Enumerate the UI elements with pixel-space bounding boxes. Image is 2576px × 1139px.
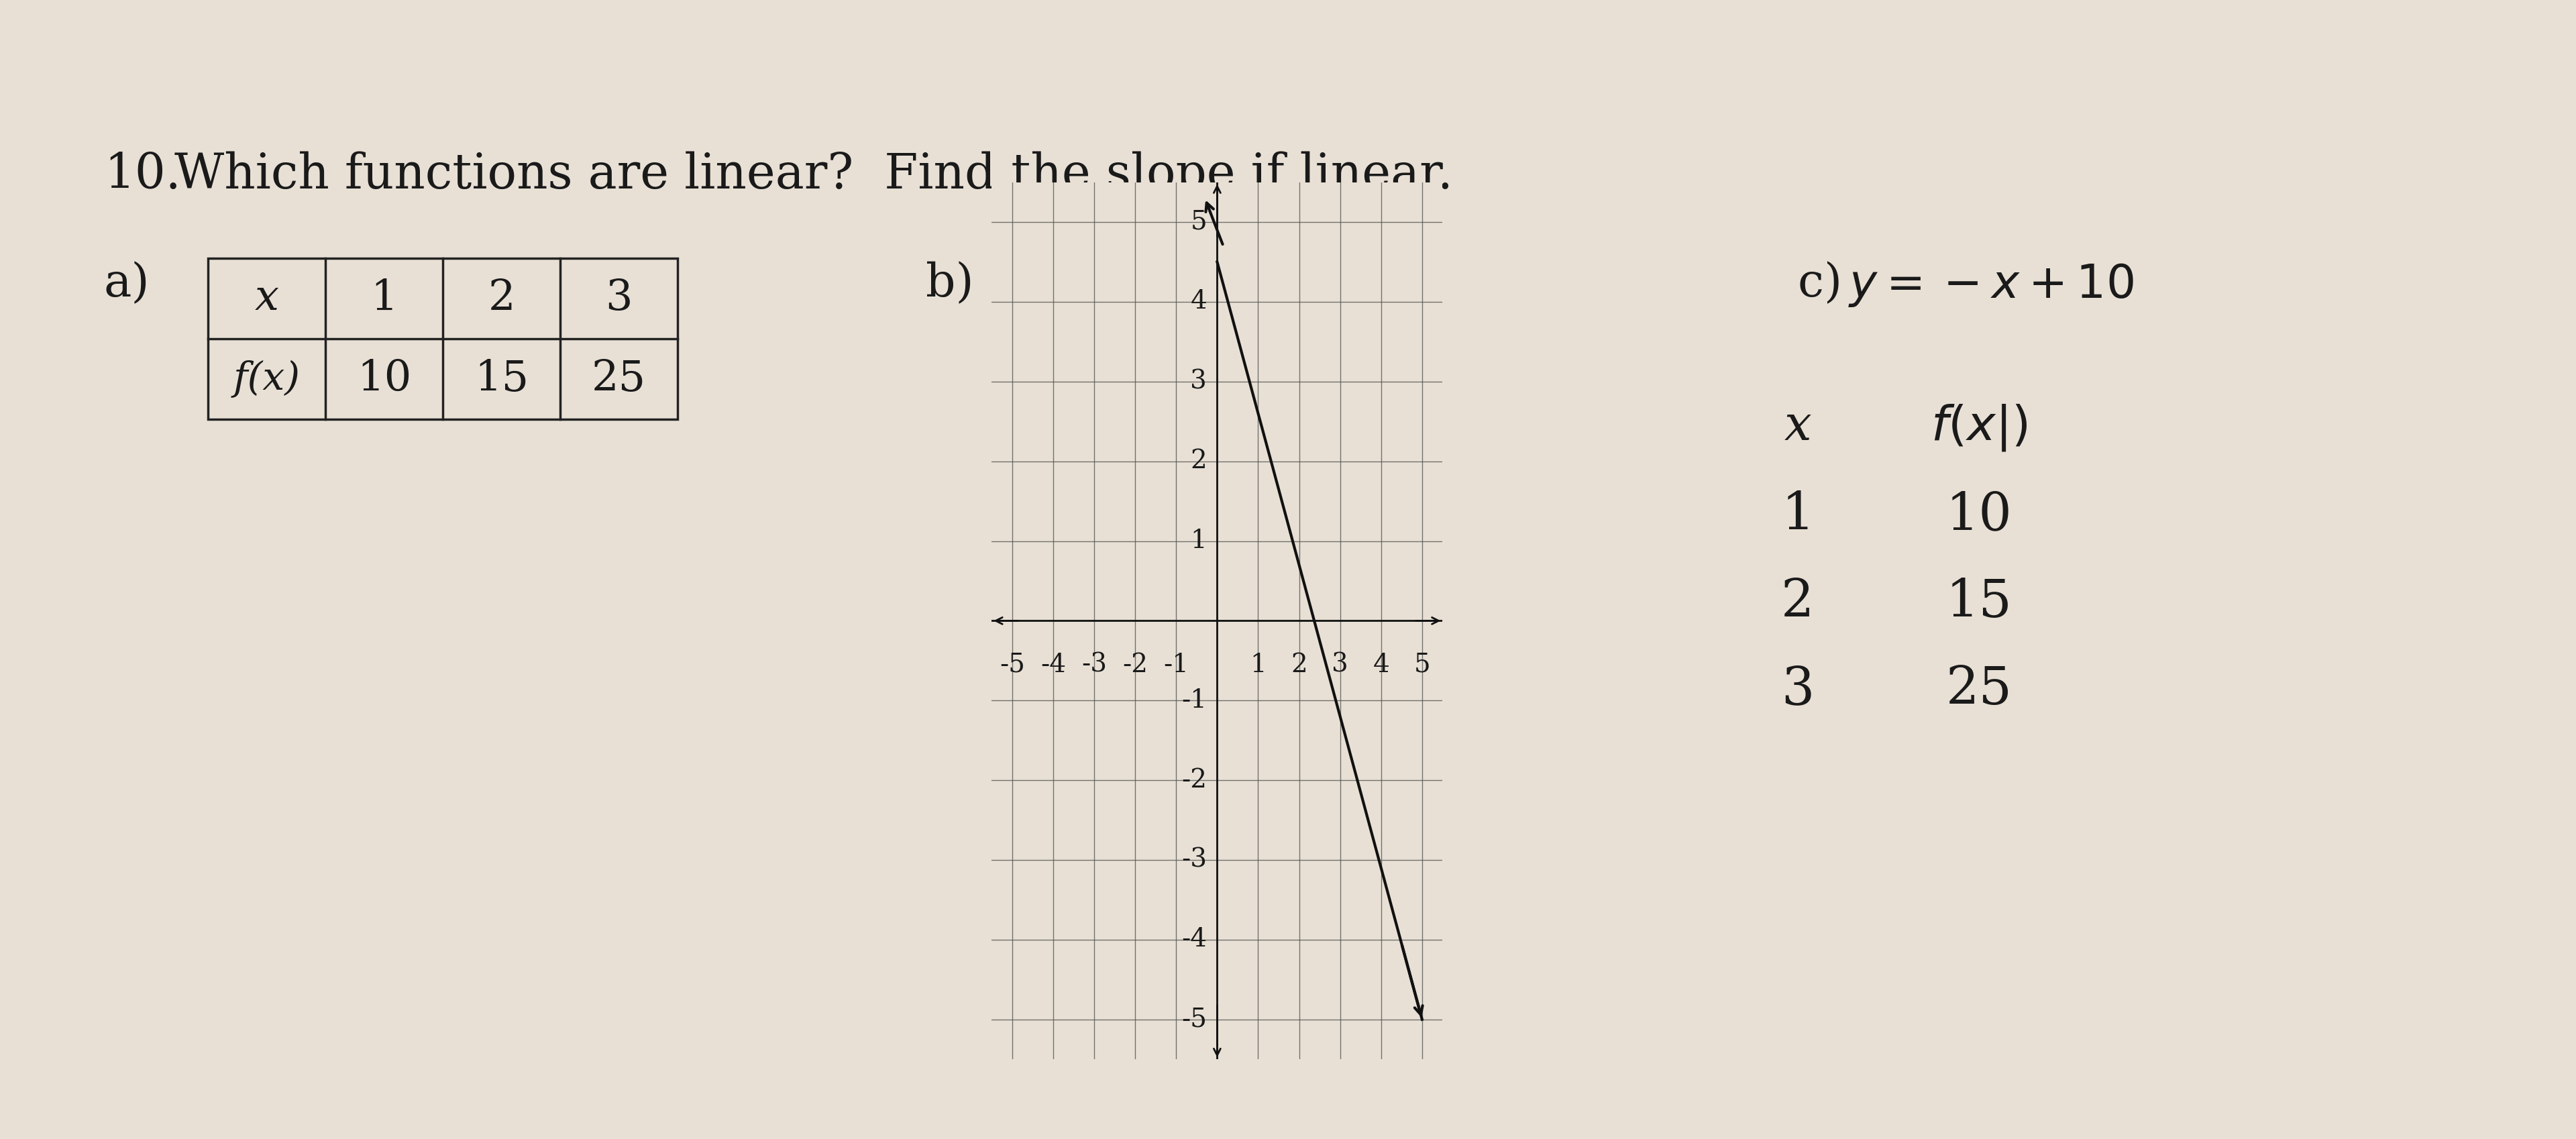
- Text: 25: 25: [1945, 664, 2012, 715]
- Text: -1: -1: [1182, 688, 1208, 713]
- Text: 2: 2: [1780, 576, 1814, 628]
- Text: 3: 3: [1190, 369, 1208, 394]
- Text: 10.: 10.: [103, 151, 180, 198]
- Text: 2: 2: [1291, 653, 1309, 678]
- Text: 25: 25: [592, 359, 647, 400]
- Text: f(x): f(x): [232, 360, 301, 398]
- Text: -4: -4: [1182, 927, 1208, 952]
- Text: c): c): [1798, 262, 1857, 306]
- Text: 2: 2: [487, 278, 515, 319]
- Text: 3: 3: [605, 278, 634, 319]
- Text: 1: 1: [1190, 528, 1208, 554]
- Text: -1: -1: [1164, 653, 1190, 678]
- Text: 10: 10: [355, 359, 412, 400]
- Text: Which functions are linear?  Find the slope if linear.: Which functions are linear? Find the slo…: [175, 151, 1453, 198]
- Text: 15: 15: [1945, 576, 2012, 628]
- Text: 5: 5: [1414, 653, 1430, 678]
- Text: a): a): [103, 262, 149, 306]
- Text: -3: -3: [1182, 847, 1208, 872]
- Text: -2: -2: [1123, 653, 1149, 678]
- Text: -2: -2: [1182, 768, 1208, 793]
- Text: -3: -3: [1082, 653, 1108, 678]
- Text: 1: 1: [1780, 490, 1814, 541]
- Text: $y = -x + 10$: $y = -x + 10$: [1847, 262, 2133, 309]
- Text: 15: 15: [474, 359, 528, 400]
- Text: 4: 4: [1373, 653, 1388, 678]
- Text: 1: 1: [371, 278, 397, 319]
- Text: $f(x|)$: $f(x|)$: [1929, 402, 2027, 453]
- Text: x: x: [255, 278, 278, 319]
- Text: 3: 3: [1780, 664, 1814, 715]
- Text: x: x: [1785, 402, 1811, 450]
- Text: -5: -5: [999, 653, 1025, 678]
- Text: -5: -5: [1182, 1007, 1208, 1032]
- Text: 2: 2: [1190, 449, 1208, 474]
- Text: 10: 10: [1945, 490, 2012, 541]
- Text: b): b): [925, 262, 974, 306]
- Text: -4: -4: [1041, 653, 1066, 678]
- Text: 4: 4: [1190, 289, 1208, 314]
- Text: 5: 5: [1190, 210, 1208, 235]
- Text: 3: 3: [1332, 653, 1347, 678]
- Text: 1: 1: [1249, 653, 1267, 678]
